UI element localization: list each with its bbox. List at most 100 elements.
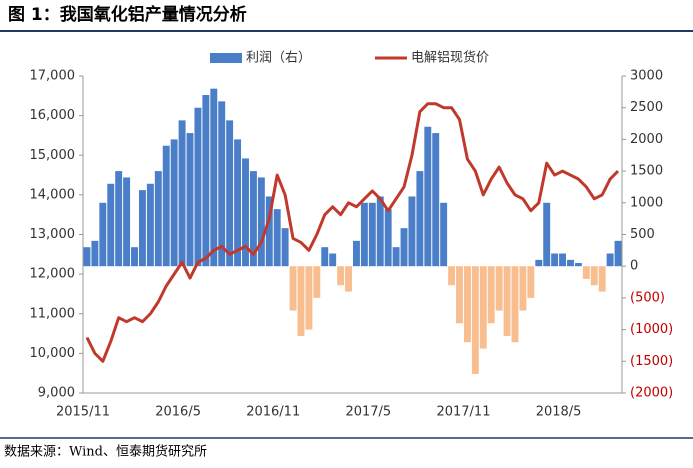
bar [590, 266, 598, 286]
bar [511, 266, 519, 343]
legend-swatch [210, 53, 242, 63]
source: 数据来源：Wind、恒泰期货研究所 [4, 444, 207, 460]
bar [329, 253, 337, 267]
bar [360, 202, 368, 267]
bar [400, 228, 408, 267]
bar [265, 196, 273, 267]
bar [345, 266, 352, 292]
bar [131, 247, 138, 267]
x-tick-label: 2017/11 [436, 405, 490, 420]
bar [337, 266, 345, 286]
bar [551, 253, 559, 267]
bar [289, 266, 297, 311]
bar [598, 266, 606, 292]
bar [495, 266, 503, 311]
bar [202, 95, 210, 267]
bar [83, 247, 91, 267]
y-tick-label: 11,000 [30, 306, 76, 321]
bar [218, 101, 226, 267]
legend-label: 电解铝现货价 [411, 50, 489, 66]
bar [384, 209, 392, 267]
bar [559, 253, 567, 267]
bar [305, 266, 313, 330]
y2-tick-label: 1000 [630, 195, 663, 210]
bar [138, 190, 146, 267]
bar [115, 171, 123, 267]
bar [527, 266, 535, 298]
y2-tick-label: (1500) [630, 354, 673, 369]
y-tick-label: 15,000 [30, 148, 76, 163]
bar [178, 120, 186, 267]
x-tick-label: 2015/11 [56, 405, 110, 420]
bar [471, 266, 479, 374]
x-tick-label: 2018/5 [536, 405, 582, 420]
bar [297, 266, 305, 336]
bar [210, 88, 218, 267]
y2-tick-label: 2000 [630, 132, 663, 147]
bar [456, 266, 463, 324]
bar [170, 139, 178, 267]
bar [242, 158, 249, 267]
line [85, 102, 620, 363]
y2-tick-label: (500) [630, 290, 665, 305]
y2-tick-label: 1500 [630, 164, 663, 179]
y-tick-label: 16,000 [30, 108, 76, 123]
bar [226, 120, 234, 267]
legend-label: 利润（右） [246, 51, 311, 66]
bar [424, 126, 432, 267]
bar [519, 266, 527, 311]
x-tick-label: 2017/5 [345, 405, 391, 420]
bar [281, 228, 289, 267]
bar [543, 202, 551, 267]
bar [123, 177, 131, 267]
bar [194, 107, 202, 267]
y-tick-label: 13,000 [30, 227, 76, 242]
y2-tick-label: 500 [630, 227, 655, 242]
bar [614, 240, 622, 267]
bar [154, 171, 162, 267]
y2-tick-label: 0 [630, 259, 638, 274]
bar [313, 266, 321, 298]
y2-tick-label: (1000) [630, 322, 673, 337]
bar [408, 196, 416, 267]
bar [186, 133, 194, 267]
bar [463, 266, 471, 343]
bar [416, 171, 424, 267]
bar [368, 202, 376, 267]
bar [574, 263, 582, 267]
y-tick-label: 10,000 [30, 346, 76, 361]
bar [376, 196, 384, 267]
bar [487, 266, 495, 324]
bar [353, 240, 360, 267]
bar [567, 259, 574, 267]
y-tick-label: 14,000 [30, 187, 76, 202]
bar [392, 247, 400, 267]
bar [234, 139, 242, 267]
chart-title: 图 1：我国氧化铝产量情况分析 [8, 4, 247, 25]
y2-tick-label: (2000) [630, 386, 673, 401]
bar [91, 240, 99, 267]
x-tick-label: 2016/11 [246, 405, 300, 420]
bar [448, 266, 456, 286]
bar [107, 183, 115, 267]
y-tick-label: 12,000 [30, 267, 76, 282]
bar [99, 202, 107, 267]
bar [440, 202, 448, 267]
bar [479, 266, 487, 349]
y2-tick-label: 3000 [630, 69, 663, 84]
bar [582, 266, 590, 279]
y-tick-label: 9,000 [38, 386, 75, 401]
bar [503, 266, 511, 336]
x-tick-label: 2016/5 [155, 405, 201, 420]
y2-tick-label: 2500 [630, 100, 663, 115]
bar [535, 259, 543, 267]
y-tick-label: 17,000 [30, 69, 76, 84]
bar [257, 177, 265, 267]
bar [146, 183, 154, 267]
bar [273, 209, 281, 267]
bar [249, 171, 257, 267]
bar [606, 253, 614, 267]
bar [162, 145, 170, 267]
bar [321, 247, 329, 267]
